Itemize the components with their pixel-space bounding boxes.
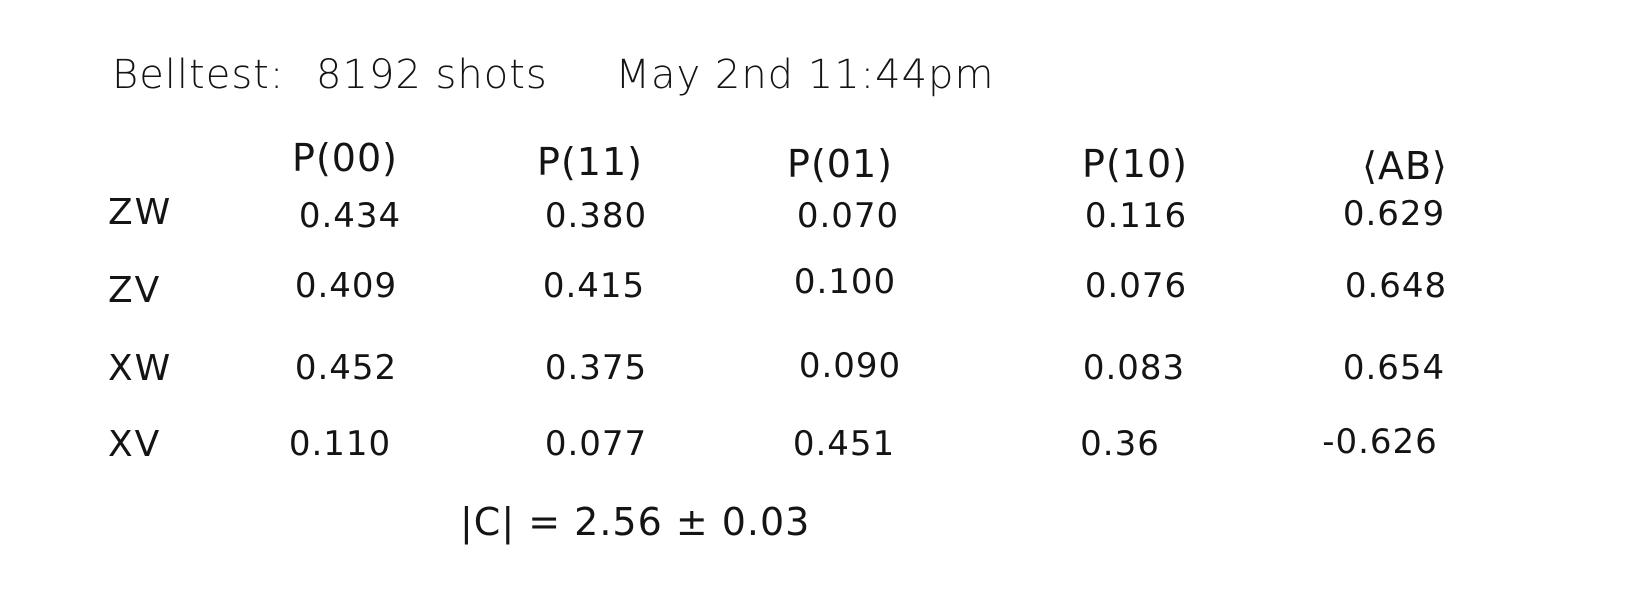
- column-header-p00: P(00): [292, 136, 398, 180]
- column-header-p10: P(10): [1082, 142, 1188, 186]
- cell-zw-p11: 0.380: [544, 196, 648, 236]
- cell-zw-p01: 0.070: [796, 196, 900, 236]
- cell-zv-p01: 0.100: [793, 262, 897, 302]
- cell-xv-ab: -0.626: [1322, 422, 1438, 462]
- cell-xv-p11: 0.077: [544, 424, 648, 464]
- row-label-zv: ZV: [108, 270, 162, 311]
- column-header-ab: ⟨AB⟩: [1362, 144, 1448, 188]
- note-title: Belltest: 8192 shots May 2nd 11:44pm: [112, 52, 994, 98]
- cell-zw-ab: 0.629: [1342, 194, 1446, 234]
- cell-xw-p00: 0.452: [294, 348, 398, 388]
- cell-zv-ab: 0.648: [1344, 266, 1448, 306]
- datetime: May 2nd 11:44pm: [615, 52, 995, 98]
- cell-xw-ab: 0.654: [1342, 348, 1446, 388]
- cell-xv-p00: 0.110: [288, 424, 392, 464]
- column-header-p11: P(11): [537, 140, 643, 184]
- row-label-xw: XW: [108, 348, 173, 389]
- chsh-result: |C| = 2.56 ± 0.03: [460, 500, 811, 544]
- cell-xw-p01: 0.090: [798, 346, 902, 386]
- cell-xv-p10: 0.36: [1080, 424, 1160, 464]
- cell-zv-p11: 0.415: [542, 266, 646, 306]
- cell-zv-p00: 0.409: [294, 266, 398, 306]
- experiment-label: Belltest:: [112, 52, 285, 98]
- row-label-xv: XV: [108, 424, 162, 465]
- shot-count: 8192 shots: [316, 52, 548, 98]
- row-label-zw: ZW: [108, 192, 173, 233]
- column-header-p01: P(01): [787, 142, 893, 186]
- cell-zw-p10: 0.116: [1084, 196, 1188, 236]
- cell-zv-p10: 0.076: [1084, 266, 1188, 306]
- cell-zw-p00: 0.434: [298, 196, 402, 236]
- cell-xw-p10: 0.083: [1082, 348, 1186, 388]
- cell-xw-p11: 0.375: [544, 348, 648, 388]
- cell-xv-p01: 0.451: [792, 424, 896, 464]
